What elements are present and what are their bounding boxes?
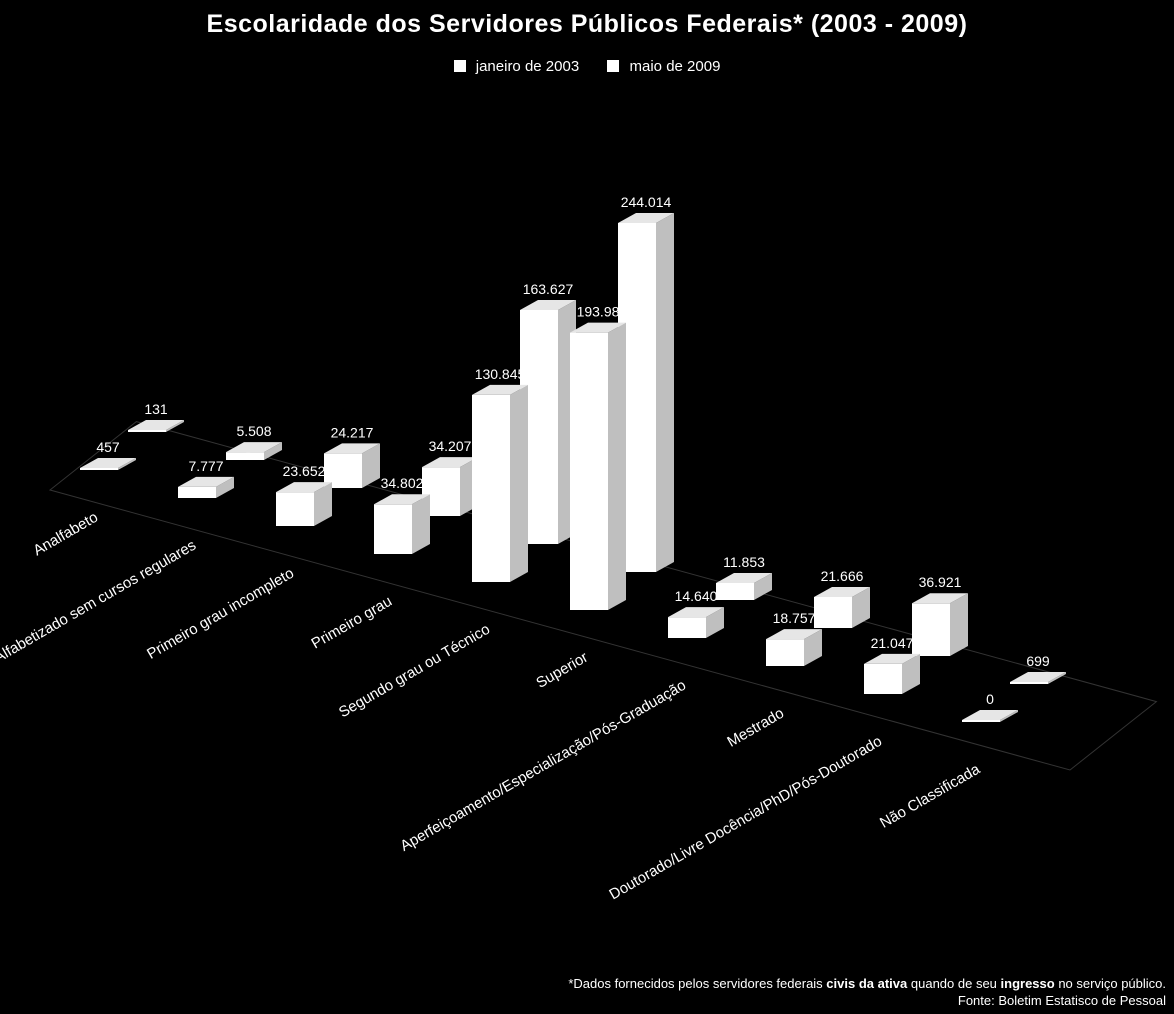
- footnote-text: *Dados fornecidos pelos servidores feder…: [568, 976, 826, 991]
- svg-text:130.845: 130.845: [475, 366, 526, 382]
- svg-text:14.640: 14.640: [675, 588, 718, 604]
- svg-text:23.652: 23.652: [283, 463, 326, 479]
- chart-footnote: *Dados fornecidos pelos servidores feder…: [568, 975, 1166, 1010]
- category-label: Mestrado: [724, 705, 787, 751]
- category-label: Primeiro grau: [309, 593, 395, 653]
- category-label: Aperfeiçoamento/Especialização/Pós-Gradu…: [397, 677, 689, 855]
- footnote-text: no serviço público.: [1058, 976, 1166, 991]
- category-label: Doutorado/Livre Docência/PhD/Pós-Doutora…: [606, 733, 885, 904]
- legend-label: janeiro de 2003: [476, 58, 579, 75]
- svg-text:7.777: 7.777: [188, 458, 223, 474]
- category-label: Superior: [533, 649, 591, 692]
- svg-text:244.014: 244.014: [621, 194, 672, 210]
- svg-text:21.047: 21.047: [871, 635, 914, 651]
- category-label: Segundo grau ou Técnico: [336, 621, 493, 721]
- svg-text:11.853: 11.853: [723, 554, 765, 570]
- legend-swatch-icon: [454, 60, 466, 72]
- legend-item-series-2: maio de 2009: [607, 58, 720, 75]
- legend-swatch-icon: [607, 60, 619, 72]
- svg-text:18.757: 18.757: [773, 610, 816, 626]
- footnote-bold: ingresso: [1001, 976, 1055, 991]
- svg-text:457: 457: [96, 439, 120, 455]
- chart-container: Escolaridade dos Servidores Públicos Fed…: [0, 0, 1174, 1014]
- svg-text:699: 699: [1026, 653, 1050, 669]
- svg-text:24.217: 24.217: [331, 424, 374, 440]
- footnote-line-1: *Dados fornecidos pelos servidores feder…: [568, 975, 1166, 993]
- legend-label: maio de 2009: [630, 58, 721, 75]
- chart-legend: janeiro de 2003 maio de 2009: [0, 58, 1174, 75]
- category-label: Primeiro grau incompleto: [144, 565, 297, 663]
- svg-text:0: 0: [986, 691, 994, 707]
- svg-text:5.508: 5.508: [236, 423, 271, 439]
- svg-text:36.921: 36.921: [919, 574, 962, 590]
- svg-text:193.98: 193.98: [577, 304, 620, 320]
- svg-text:34.207: 34.207: [429, 438, 472, 454]
- svg-text:21.666: 21.666: [821, 568, 864, 584]
- category-label: Não Classificada: [877, 760, 984, 831]
- chart-title: Escolaridade dos Servidores Públicos Fed…: [0, 10, 1174, 39]
- chart-plot-area: 131 457 5.508 7.777 24.217 23.652 34.207 34.802…: [0, 90, 1174, 920]
- footnote-text: quando de seu: [911, 976, 1001, 991]
- svg-text:34.802: 34.802: [381, 475, 424, 491]
- legend-item-series-1: janeiro de 2003: [454, 58, 580, 75]
- footnote-source: Fonte: Boletim Estatisco de Pessoal: [568, 992, 1166, 1010]
- svg-text:163.627: 163.627: [523, 281, 574, 297]
- category-label: Analfabeto: [30, 509, 101, 560]
- svg-text:131: 131: [144, 401, 168, 417]
- footnote-bold: civis da ativa: [826, 976, 907, 991]
